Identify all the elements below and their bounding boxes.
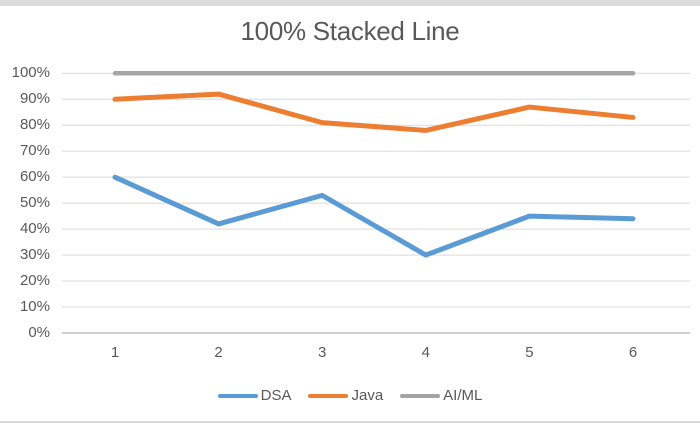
legend-item-ai-ml: AI/ML	[400, 386, 482, 406]
y-axis-tick-label: 30%	[19, 246, 50, 264]
y-axis-tick-label: 70%	[19, 142, 50, 160]
x-axis-tick-label: 5	[525, 344, 534, 361]
y-axis-tick-label: 20%	[19, 272, 50, 290]
y-axis-tick-label: 10%	[19, 298, 50, 316]
y-axis-tick-label: 100%	[11, 64, 50, 82]
legend-label: AI/ML	[443, 387, 483, 404]
legend-item-java: Java	[308, 386, 383, 406]
series-line-dsa	[112, 174, 636, 258]
x-axis-tick-label: 3	[318, 344, 327, 361]
legend-line-swatch-icon	[308, 393, 349, 399]
legend-label: Java	[351, 387, 384, 404]
legend-label: DSA	[260, 387, 292, 404]
y-axis-tick-label: 60%	[19, 168, 50, 186]
y-axis-tick-label: 80%	[19, 116, 50, 134]
y-axis-tick-label: 40%	[19, 220, 50, 238]
x-axis-tick-label: 6	[628, 344, 638, 361]
chart-title: 100% Stacked Line	[240, 16, 460, 46]
legend-line-swatch-icon	[400, 393, 441, 399]
window-bottom-edge	[0, 421, 700, 423]
window-top-edge	[0, 0, 700, 6]
legend-item-dsa: DSA	[217, 386, 292, 406]
x-axis-tick-label: 1	[110, 344, 120, 361]
x-axis-tick-label: 4	[421, 344, 430, 361]
legend: DSA Java AI/ML	[0, 386, 700, 406]
series-line-java	[112, 91, 636, 133]
y-axis-tick-label: 50%	[19, 194, 50, 212]
x-axis-tick-label: 2	[214, 344, 223, 361]
y-axis-tick-label: 0%	[28, 324, 50, 341]
legend-line-swatch-icon	[217, 393, 258, 399]
y-axis-tick-label: 90%	[19, 90, 50, 108]
